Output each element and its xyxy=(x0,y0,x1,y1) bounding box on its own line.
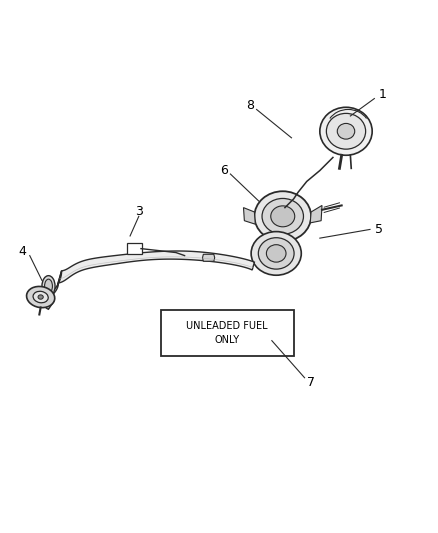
FancyBboxPatch shape xyxy=(160,310,293,356)
Ellipse shape xyxy=(33,292,48,303)
Ellipse shape xyxy=(258,238,293,269)
Text: 7: 7 xyxy=(307,376,314,389)
Ellipse shape xyxy=(38,295,43,299)
Ellipse shape xyxy=(42,276,55,296)
Text: 3: 3 xyxy=(134,206,142,219)
Ellipse shape xyxy=(45,279,52,293)
Ellipse shape xyxy=(27,286,55,308)
Ellipse shape xyxy=(261,198,303,234)
Text: 1: 1 xyxy=(378,88,386,101)
Ellipse shape xyxy=(254,191,311,241)
Text: 5: 5 xyxy=(374,223,382,236)
Polygon shape xyxy=(243,208,254,224)
Text: 8: 8 xyxy=(245,99,254,111)
Ellipse shape xyxy=(319,107,371,155)
FancyBboxPatch shape xyxy=(127,243,141,254)
Polygon shape xyxy=(44,271,61,309)
Text: 4: 4 xyxy=(18,245,26,258)
Ellipse shape xyxy=(325,114,365,149)
Ellipse shape xyxy=(251,232,300,275)
Polygon shape xyxy=(202,254,214,261)
Polygon shape xyxy=(58,251,254,283)
Ellipse shape xyxy=(270,206,294,227)
Ellipse shape xyxy=(336,124,354,139)
Polygon shape xyxy=(310,205,321,223)
Text: UNLEADED FUEL
ONLY: UNLEADED FUEL ONLY xyxy=(186,321,267,345)
Ellipse shape xyxy=(266,245,286,262)
Text: 6: 6 xyxy=(219,164,227,177)
